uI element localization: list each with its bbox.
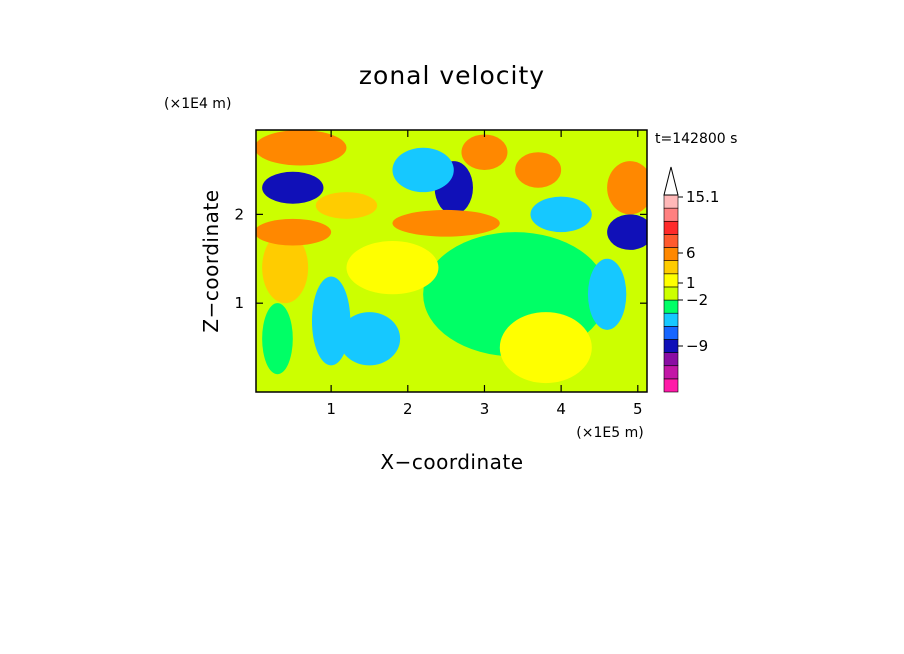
velocity-contour-region bbox=[262, 232, 309, 304]
velocity-contour-region bbox=[262, 171, 324, 204]
velocity-contour-region bbox=[256, 218, 332, 246]
colorbar: 15.1 6 1−2 −9 bbox=[663, 166, 719, 393]
x-tick-label: 1 bbox=[326, 400, 336, 418]
velocity-contour-region bbox=[392, 209, 500, 237]
velocity-contour-region bbox=[607, 161, 647, 215]
colorbar-segment bbox=[663, 365, 679, 380]
colorbar-label: −9 bbox=[686, 337, 708, 355]
x-tick-label: 4 bbox=[556, 400, 566, 418]
velocity-contour-region bbox=[392, 147, 454, 193]
colorbar-extend-arrow bbox=[663, 166, 679, 196]
plot-frame bbox=[255, 129, 648, 393]
colorbar-segment bbox=[663, 260, 679, 275]
x-tick-label: 2 bbox=[403, 400, 413, 418]
colorbar-segment bbox=[663, 273, 679, 288]
colorbar-segment bbox=[663, 326, 679, 340]
velocity-contour-region bbox=[530, 196, 592, 233]
colorbar-label: −2 bbox=[686, 291, 708, 309]
velocity-field bbox=[256, 130, 647, 384]
velocity-contour-region bbox=[311, 276, 351, 366]
x-tick-label: 3 bbox=[480, 400, 490, 418]
time-label: t=142800 s bbox=[655, 131, 737, 147]
y-axis-unit: (×1E4 m) bbox=[164, 96, 231, 112]
colorbar-label: 6 bbox=[686, 244, 696, 262]
colorbar-label: 1 bbox=[686, 274, 696, 292]
velocity-contour-region bbox=[338, 312, 401, 366]
colorbar-segment bbox=[663, 312, 679, 327]
colorbar-segment bbox=[663, 378, 679, 393]
velocity-contour-region bbox=[256, 130, 347, 166]
chart-title: zonal velocity bbox=[359, 61, 545, 90]
x-axis-unit: (×1E5 m) bbox=[576, 425, 643, 441]
x-axis-label: X−coordinate bbox=[380, 450, 523, 474]
x-axis-ticks: 1 2 3 4 5 bbox=[326, 130, 643, 418]
colorbar-segment bbox=[663, 286, 679, 301]
y-tick-label: 1 bbox=[234, 294, 244, 312]
colorbar-segment bbox=[663, 299, 679, 314]
y-axis-label: Z−coordinate bbox=[199, 189, 223, 332]
y-tick-label: 2 bbox=[234, 205, 244, 223]
velocity-contour-region bbox=[499, 312, 592, 384]
velocity-contour-region bbox=[315, 192, 378, 219]
velocity-contour-region bbox=[346, 241, 439, 295]
y-axis-ticks: 12 bbox=[234, 205, 647, 312]
colorbar-segment bbox=[663, 220, 679, 235]
velocity-contour-region bbox=[262, 303, 293, 375]
colorbar-segment bbox=[663, 207, 679, 222]
velocity-contour-region bbox=[607, 214, 647, 250]
velocity-contour-region bbox=[587, 258, 627, 330]
colorbar-segment bbox=[663, 194, 679, 209]
colorbar-segment bbox=[663, 234, 679, 248]
colorbar-segment bbox=[663, 352, 679, 367]
colorbar-label: 15.1 bbox=[686, 188, 719, 206]
colorbar-segment bbox=[663, 339, 679, 353]
velocity-contour-region bbox=[515, 152, 562, 188]
x-tick-label: 5 bbox=[633, 400, 643, 418]
velocity-contour-region bbox=[461, 134, 508, 170]
colorbar-segment bbox=[663, 247, 679, 261]
